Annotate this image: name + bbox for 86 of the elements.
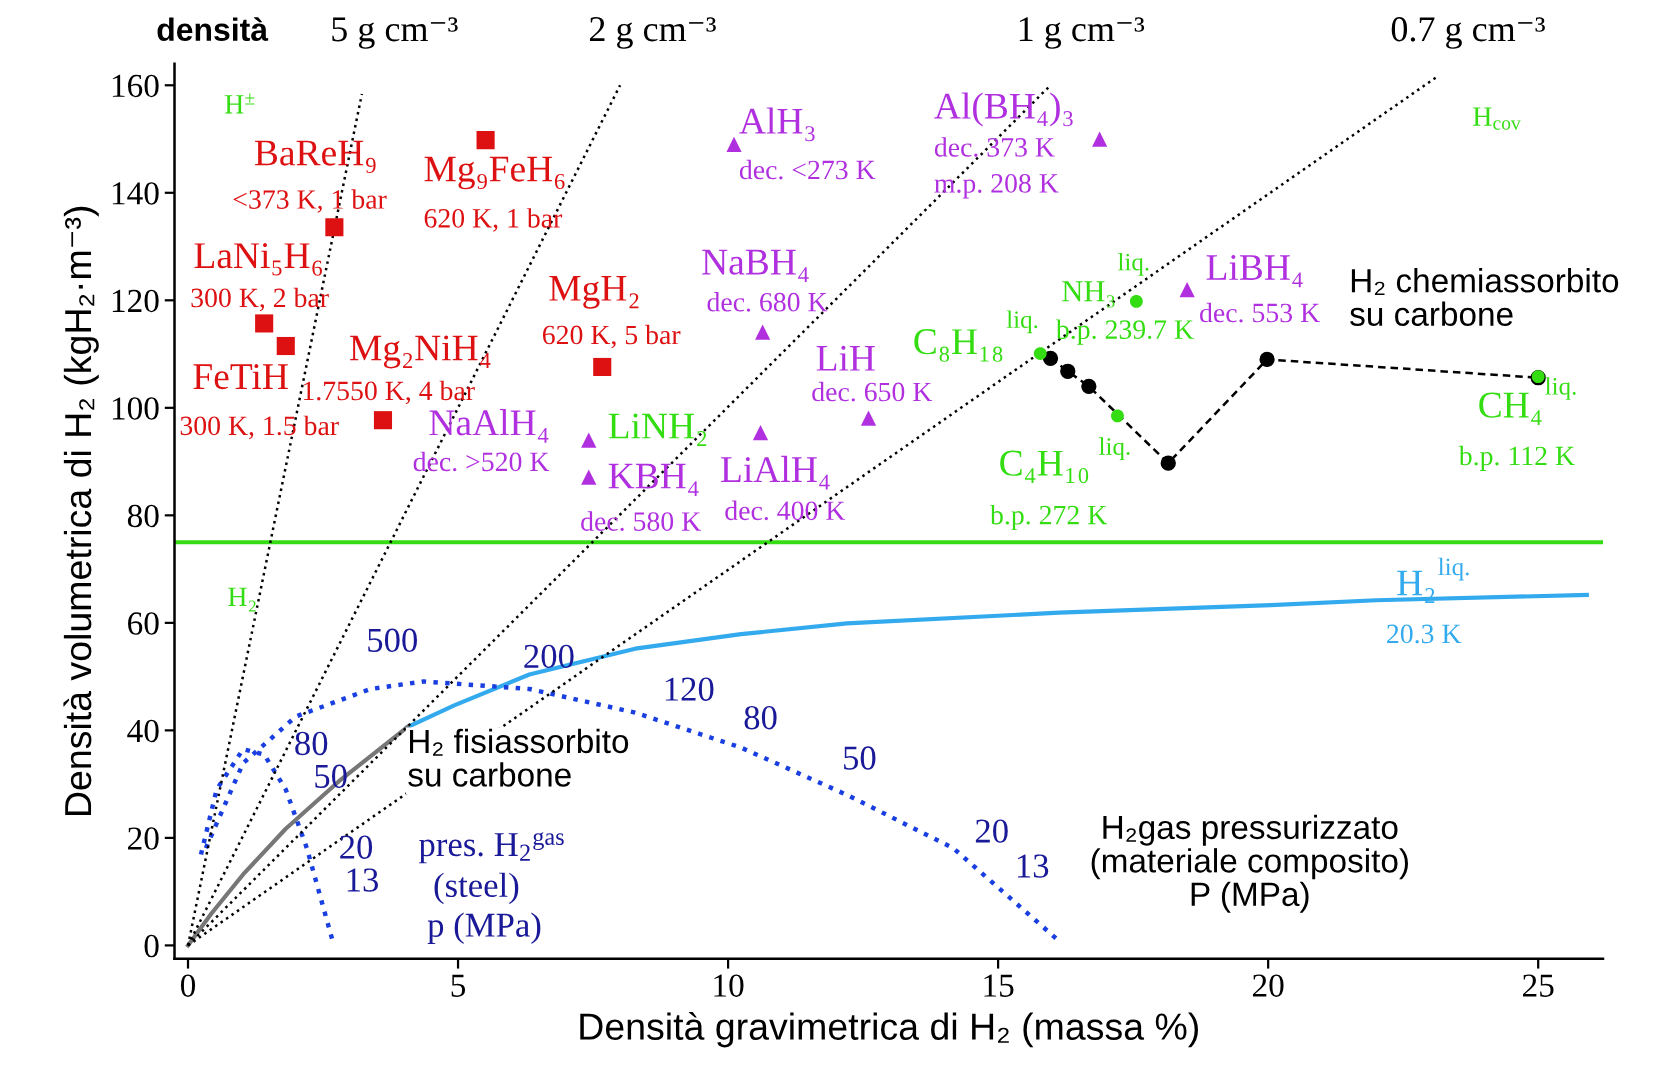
annotation: C₈H₁₈ <box>914 329 1003 362</box>
x-tick-label: 0 <box>180 974 196 997</box>
annotation: liq. <box>1099 437 1130 461</box>
annotation: 20 <box>340 835 373 859</box>
x-tick-label: 5 <box>451 974 466 997</box>
series-label: 0.7 g cm⁻³ <box>1391 17 1545 49</box>
annotation: MgH₂ <box>549 276 639 309</box>
annotation: H₂ <box>228 587 256 612</box>
annotation: liq. <box>1438 557 1469 581</box>
annotation: LiBH₄ <box>1206 254 1303 288</box>
y-tick-label: 0 <box>144 934 159 958</box>
y-tick-label: 40 <box>127 719 159 743</box>
annotation: b.p. 112 K <box>1458 445 1575 471</box>
annotation: 120 <box>665 677 714 701</box>
series-label: 2 g cm⁻³ <box>589 17 716 49</box>
y-tick-label: 60 <box>128 612 159 635</box>
annotation: LaNi₅H₆ <box>194 243 322 276</box>
annotation: 80 <box>295 731 328 756</box>
annotation: H₂gas pressurizzato (materiale composito) P (MPa) <box>1091 814 1408 913</box>
annotation: 500 <box>368 628 417 652</box>
annotation: 13 <box>347 868 378 892</box>
annotation: H$^{±}$ <box>225 93 255 114</box>
annotation: liq. <box>1117 252 1149 276</box>
y-axis-title: Densità volumetrica di H₂ (kgH₂·m⁻³) <box>63 206 99 816</box>
x-tick-label: 20 <box>1252 974 1284 997</box>
x-tick-label: 10 <box>714 974 744 997</box>
annotation: 200 <box>524 644 574 669</box>
series-label: 5 g cm⁻³ <box>332 17 458 49</box>
y-tick-label: 100 <box>112 397 159 420</box>
annotation: Mg₉FeH₆ <box>424 156 565 190</box>
x-axis-title: Densità gravimetrica di H₂ (massa %) <box>580 1011 1198 1048</box>
x-tick-label: 25 <box>1522 974 1554 997</box>
text: densità <box>157 17 269 42</box>
annotation: pres. H$_{2}$$^{gas}$ <box>419 832 564 864</box>
annotation: liq. <box>1006 310 1038 334</box>
y-tick-label: 20 <box>128 827 159 850</box>
annotation: dec. 650 K <box>812 381 933 402</box>
annotation: 20 <box>975 819 1008 843</box>
annotation: BaReH₉ <box>254 140 376 173</box>
x-tick-label: 15 <box>984 974 1014 997</box>
annotation: (steel) <box>434 872 519 905</box>
y-tick-label: 140 <box>112 182 159 205</box>
annotation: LiAlH₄ <box>721 455 830 490</box>
annotation: 13 <box>1017 854 1049 878</box>
y-tick-label: 120 <box>112 289 159 313</box>
annotation: 1.7550 K, 4 bar <box>303 380 475 405</box>
annotation: dec. <273 K <box>739 159 876 180</box>
annotation: p (MPa) <box>427 912 541 944</box>
annotation: 620 K, 1 bar <box>424 208 563 232</box>
annotation: 300 K, 2 bar <box>191 287 329 312</box>
annotation: 80 <box>744 705 777 730</box>
annotation: m.p. 208 K <box>934 174 1059 199</box>
annotation: Mg₂NiH₄ <box>350 335 491 369</box>
annotation: dec. >520 K <box>413 451 550 472</box>
annotation: LiH <box>816 345 875 371</box>
annotation: Al(BH₄)₃ <box>934 92 1073 127</box>
annotation: 620 K, 5 bar <box>542 324 681 349</box>
annotation: C₄H₁₀ <box>1000 450 1089 484</box>
annotation: LiNH₂ <box>608 413 707 446</box>
annotation: liq. <box>1545 377 1576 400</box>
annotation: b.p. 239.7 K <box>1055 319 1194 345</box>
annotation: 50 <box>844 746 876 770</box>
annotation: dec. 400 K <box>725 500 846 521</box>
annotation: dec. 553 K <box>1200 302 1320 323</box>
annotation: NaBH₄ <box>702 249 809 282</box>
annotation: H₂ chemiassorbito su carbone <box>1350 268 1619 327</box>
annotation: dec. 580 K <box>581 511 701 532</box>
annotation: AlH₃ <box>739 107 815 142</box>
annotation: NH₃ <box>1062 281 1115 308</box>
annotation: CH₄ <box>1479 392 1542 425</box>
annotation: 20.3 K <box>1387 624 1462 644</box>
y-tick-label: 80 <box>127 504 159 528</box>
annotation: H₂ fisiassorbito su carbone <box>408 728 629 787</box>
annotation: 50 <box>315 764 347 788</box>
annotation: 300 K, 1.5 bar <box>180 415 339 440</box>
annotation: dec. 680 K <box>707 292 828 312</box>
annotation: H$_{cov}$ <box>1473 107 1521 130</box>
annotation: H₂ <box>1397 570 1435 603</box>
annotation: b.p. 272 K <box>990 504 1108 531</box>
y-tick-label: 160 <box>112 74 159 98</box>
annotation: NaAlH₄ <box>429 409 549 443</box>
annotation: FeTiH <box>193 364 288 390</box>
series-label: 1 g cm⁻³ <box>1019 17 1145 49</box>
annotation: KBH₄ <box>608 463 699 496</box>
annotation: dec. 373 K <box>934 137 1055 157</box>
annotation: <373 K, 1 bar <box>233 189 387 213</box>
